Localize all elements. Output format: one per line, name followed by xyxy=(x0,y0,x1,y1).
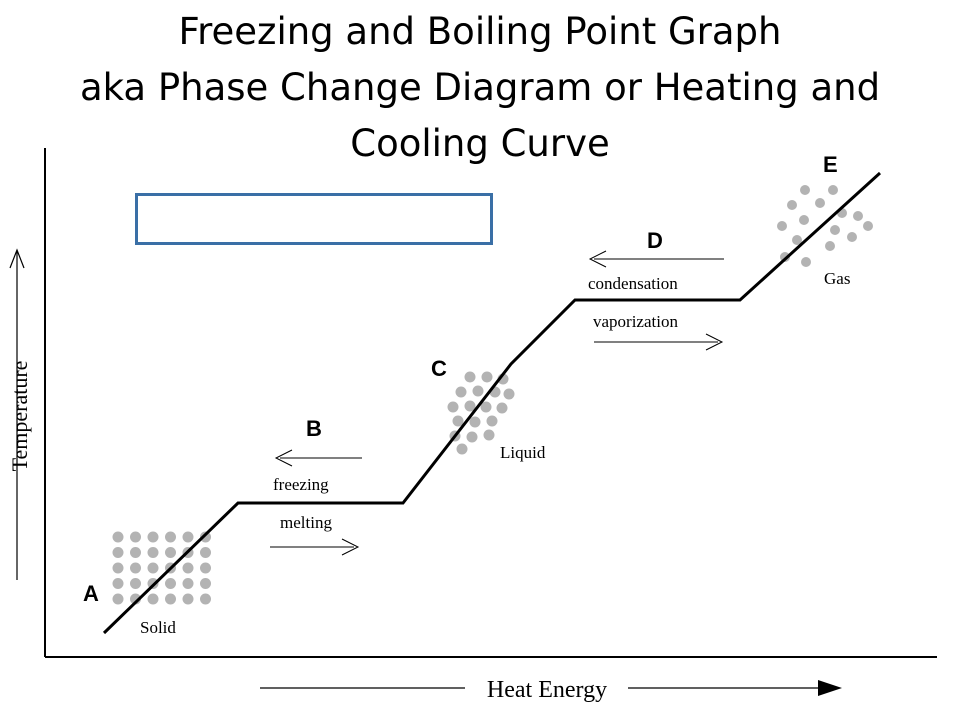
particle-dot xyxy=(200,531,211,543)
particle-dot xyxy=(853,211,863,221)
gas-label: Gas xyxy=(824,269,850,288)
particle-dot xyxy=(777,221,787,231)
particle-dot xyxy=(200,562,211,574)
particle-dot xyxy=(165,547,176,558)
particle-dot xyxy=(825,241,835,251)
particle-dot xyxy=(455,386,467,398)
condensation-arrow xyxy=(588,250,724,268)
particle-dot xyxy=(456,443,468,455)
particle-dot xyxy=(165,578,176,589)
particle-dot xyxy=(200,578,211,589)
particle-dot xyxy=(130,562,141,574)
solid-label: Solid xyxy=(140,618,176,637)
particle-dot xyxy=(130,547,141,558)
y-axis-arrow xyxy=(9,248,25,580)
particle-dot xyxy=(130,578,141,589)
freezing-arrow xyxy=(274,449,362,467)
particle-dot xyxy=(799,215,809,225)
page-title: Freezing and Boiling Point Graph aka Pha… xyxy=(0,4,960,172)
particle-dot xyxy=(200,547,211,558)
x-axis-arrow xyxy=(260,680,842,696)
particle-dot xyxy=(464,371,476,383)
condensation-label: condensation xyxy=(588,274,678,293)
particle-dot xyxy=(466,431,478,443)
particle-dot xyxy=(815,198,825,208)
particle-dot xyxy=(847,232,857,242)
point-a-label: A xyxy=(83,581,99,606)
particle-dot xyxy=(165,531,176,543)
point-b-label: B xyxy=(306,416,322,441)
particle-dot xyxy=(464,400,476,412)
particle-dot xyxy=(787,200,797,210)
particle-dot xyxy=(147,562,159,574)
freezing-label: freezing xyxy=(273,475,329,494)
point-c-label: C xyxy=(431,356,447,381)
particle-dot xyxy=(130,531,141,543)
particle-dot xyxy=(182,562,194,574)
x-axis-label: Heat Energy xyxy=(487,677,607,703)
particle-dot xyxy=(112,593,124,605)
heating-curve xyxy=(102,171,882,635)
particle-dot xyxy=(481,371,493,383)
particle-dot xyxy=(447,401,459,413)
particle-dot xyxy=(486,415,498,427)
particle-dot xyxy=(182,593,194,605)
particle-dot xyxy=(800,185,810,195)
title-line-3: Cooling Curve xyxy=(350,122,610,165)
particle-dot xyxy=(828,185,838,195)
title-line-2: aka Phase Change Diagram or Heating and xyxy=(79,66,881,109)
particle-dot xyxy=(147,593,159,605)
particle-dot xyxy=(801,257,811,267)
melting-arrow xyxy=(270,538,360,556)
vaporization-arrow xyxy=(594,333,724,351)
melting-label: melting xyxy=(280,513,332,532)
particle-dot xyxy=(792,235,802,245)
answer-box[interactable] xyxy=(135,193,493,245)
particle-dot xyxy=(182,578,194,589)
particle-dot xyxy=(112,578,124,589)
particle-dot xyxy=(112,562,124,574)
y-axis-label: Temperature xyxy=(7,361,32,472)
particle-dot xyxy=(503,388,515,400)
particle-dot xyxy=(452,415,464,427)
liquid-particles xyxy=(447,371,515,455)
title-line-1: Freezing and Boiling Point Graph xyxy=(178,10,782,53)
vaporization-label: vaporization xyxy=(593,312,678,331)
particle-dot xyxy=(863,221,873,231)
particle-dot xyxy=(483,429,495,441)
liquid-label: Liquid xyxy=(500,443,546,462)
particle-dot xyxy=(480,401,492,413)
particle-dot xyxy=(200,593,211,605)
point-d-label: D xyxy=(647,228,663,253)
particle-dot xyxy=(165,593,176,605)
particle-dot xyxy=(472,385,484,397)
particle-dot xyxy=(496,402,508,414)
particle-dot xyxy=(469,416,481,428)
particle-dot xyxy=(182,531,194,543)
particle-dot xyxy=(112,531,124,543)
particle-dot xyxy=(112,547,124,558)
particle-dot xyxy=(147,531,159,543)
particle-dot xyxy=(830,225,840,235)
point-e-label: E xyxy=(823,152,838,177)
particle-dot xyxy=(147,547,159,558)
